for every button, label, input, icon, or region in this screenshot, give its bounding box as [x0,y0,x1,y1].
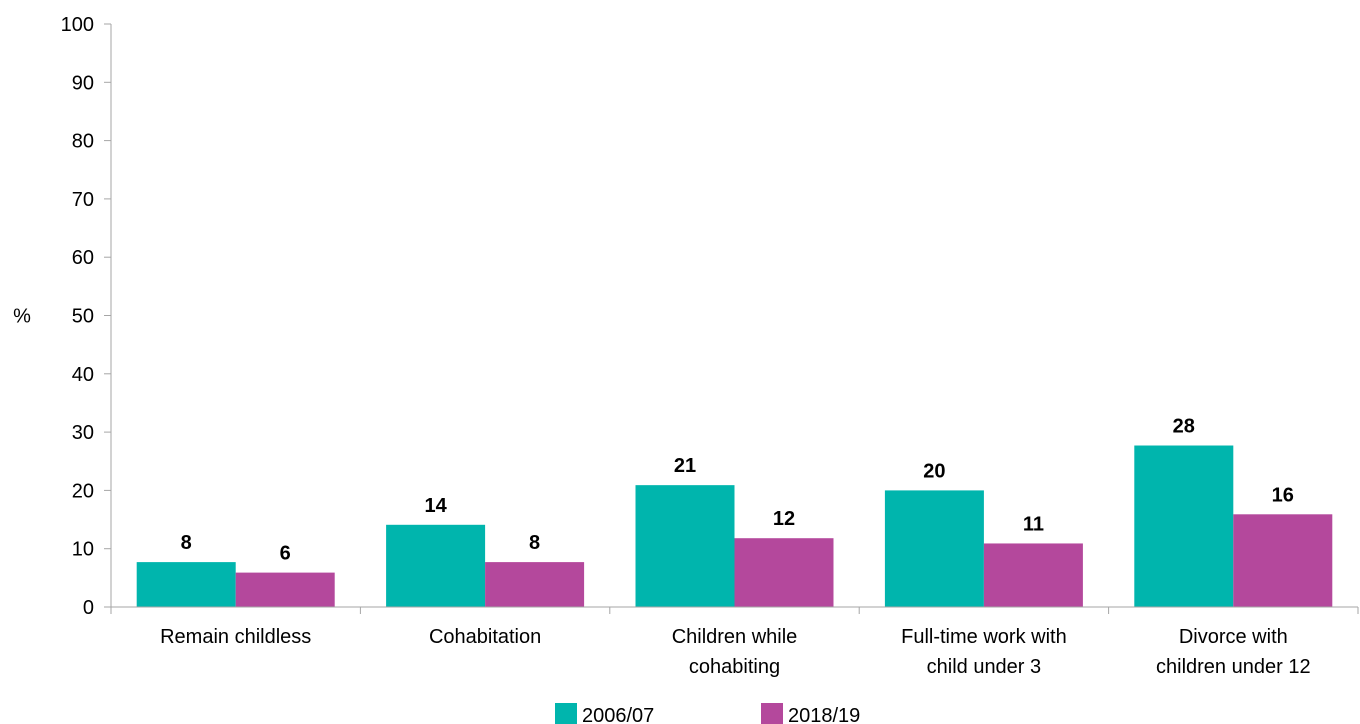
x-category-label: Full-time work with child under 3 [901,626,1067,678]
bar-2018-19-2 [734,538,834,607]
x-category-label: Divorce with children under 12 [1156,626,1311,678]
y-tick-label: 90 [72,72,94,94]
y-tick-label: 100 [61,14,94,36]
data-label: 12 [773,508,795,530]
y-tick-label: 30 [72,422,94,444]
y-axis-title: % [13,306,31,328]
x-axis: Remain childless Cohabitation Children whi… [110,606,1359,678]
bar-2006-07-0 [136,562,236,607]
data-label: 8 [181,532,192,554]
legend-swatch-1 [761,703,783,724]
x-category-label: Cohabitation [429,626,541,648]
y-tick-label: 50 [72,306,94,328]
data-label: 28 [1173,416,1195,438]
data-label: 11 [1023,513,1044,535]
bar-2006-07-3 [884,490,984,607]
legend-label: 2018/19 [788,705,860,724]
y-axis: 0 10 20 30 40 50 60 70 80 90 100 [61,14,112,619]
bar-2006-07-4 [1134,445,1234,607]
bars [136,445,1333,607]
y-tick-label: 20 [72,480,94,502]
y-tick-label: 0 [83,597,94,619]
bar-2018-19-3 [983,543,1083,607]
y-tick-label: 10 [72,539,94,561]
bar-2006-07-2 [635,485,735,607]
y-tick-label: 40 [72,364,94,386]
legend-swatch-0 [555,703,577,724]
data-label: 8 [529,532,540,554]
data-label: 16 [1272,484,1294,506]
data-labels: 8 6 14 8 21 12 20 11 28 16 [181,416,1294,565]
data-label: 14 [424,495,447,517]
data-label: 6 [280,543,291,565]
y-tick-label: 70 [72,189,94,211]
legend: 2006/07 2018/19 [555,703,860,724]
bar-2018-19-1 [485,562,585,607]
x-category-label: Remain childless [160,626,311,648]
data-label: 21 [674,455,696,477]
x-category-label: Children while cohabiting [672,626,798,678]
legend-label: 2006/07 [582,705,654,724]
bar-2006-07-1 [386,524,486,607]
bar-2018-19-0 [235,572,335,607]
bar-2018-19-4 [1233,514,1333,607]
y-tick-label: 60 [72,247,94,269]
y-tick-label: 80 [72,131,94,153]
data-label: 20 [923,460,945,482]
